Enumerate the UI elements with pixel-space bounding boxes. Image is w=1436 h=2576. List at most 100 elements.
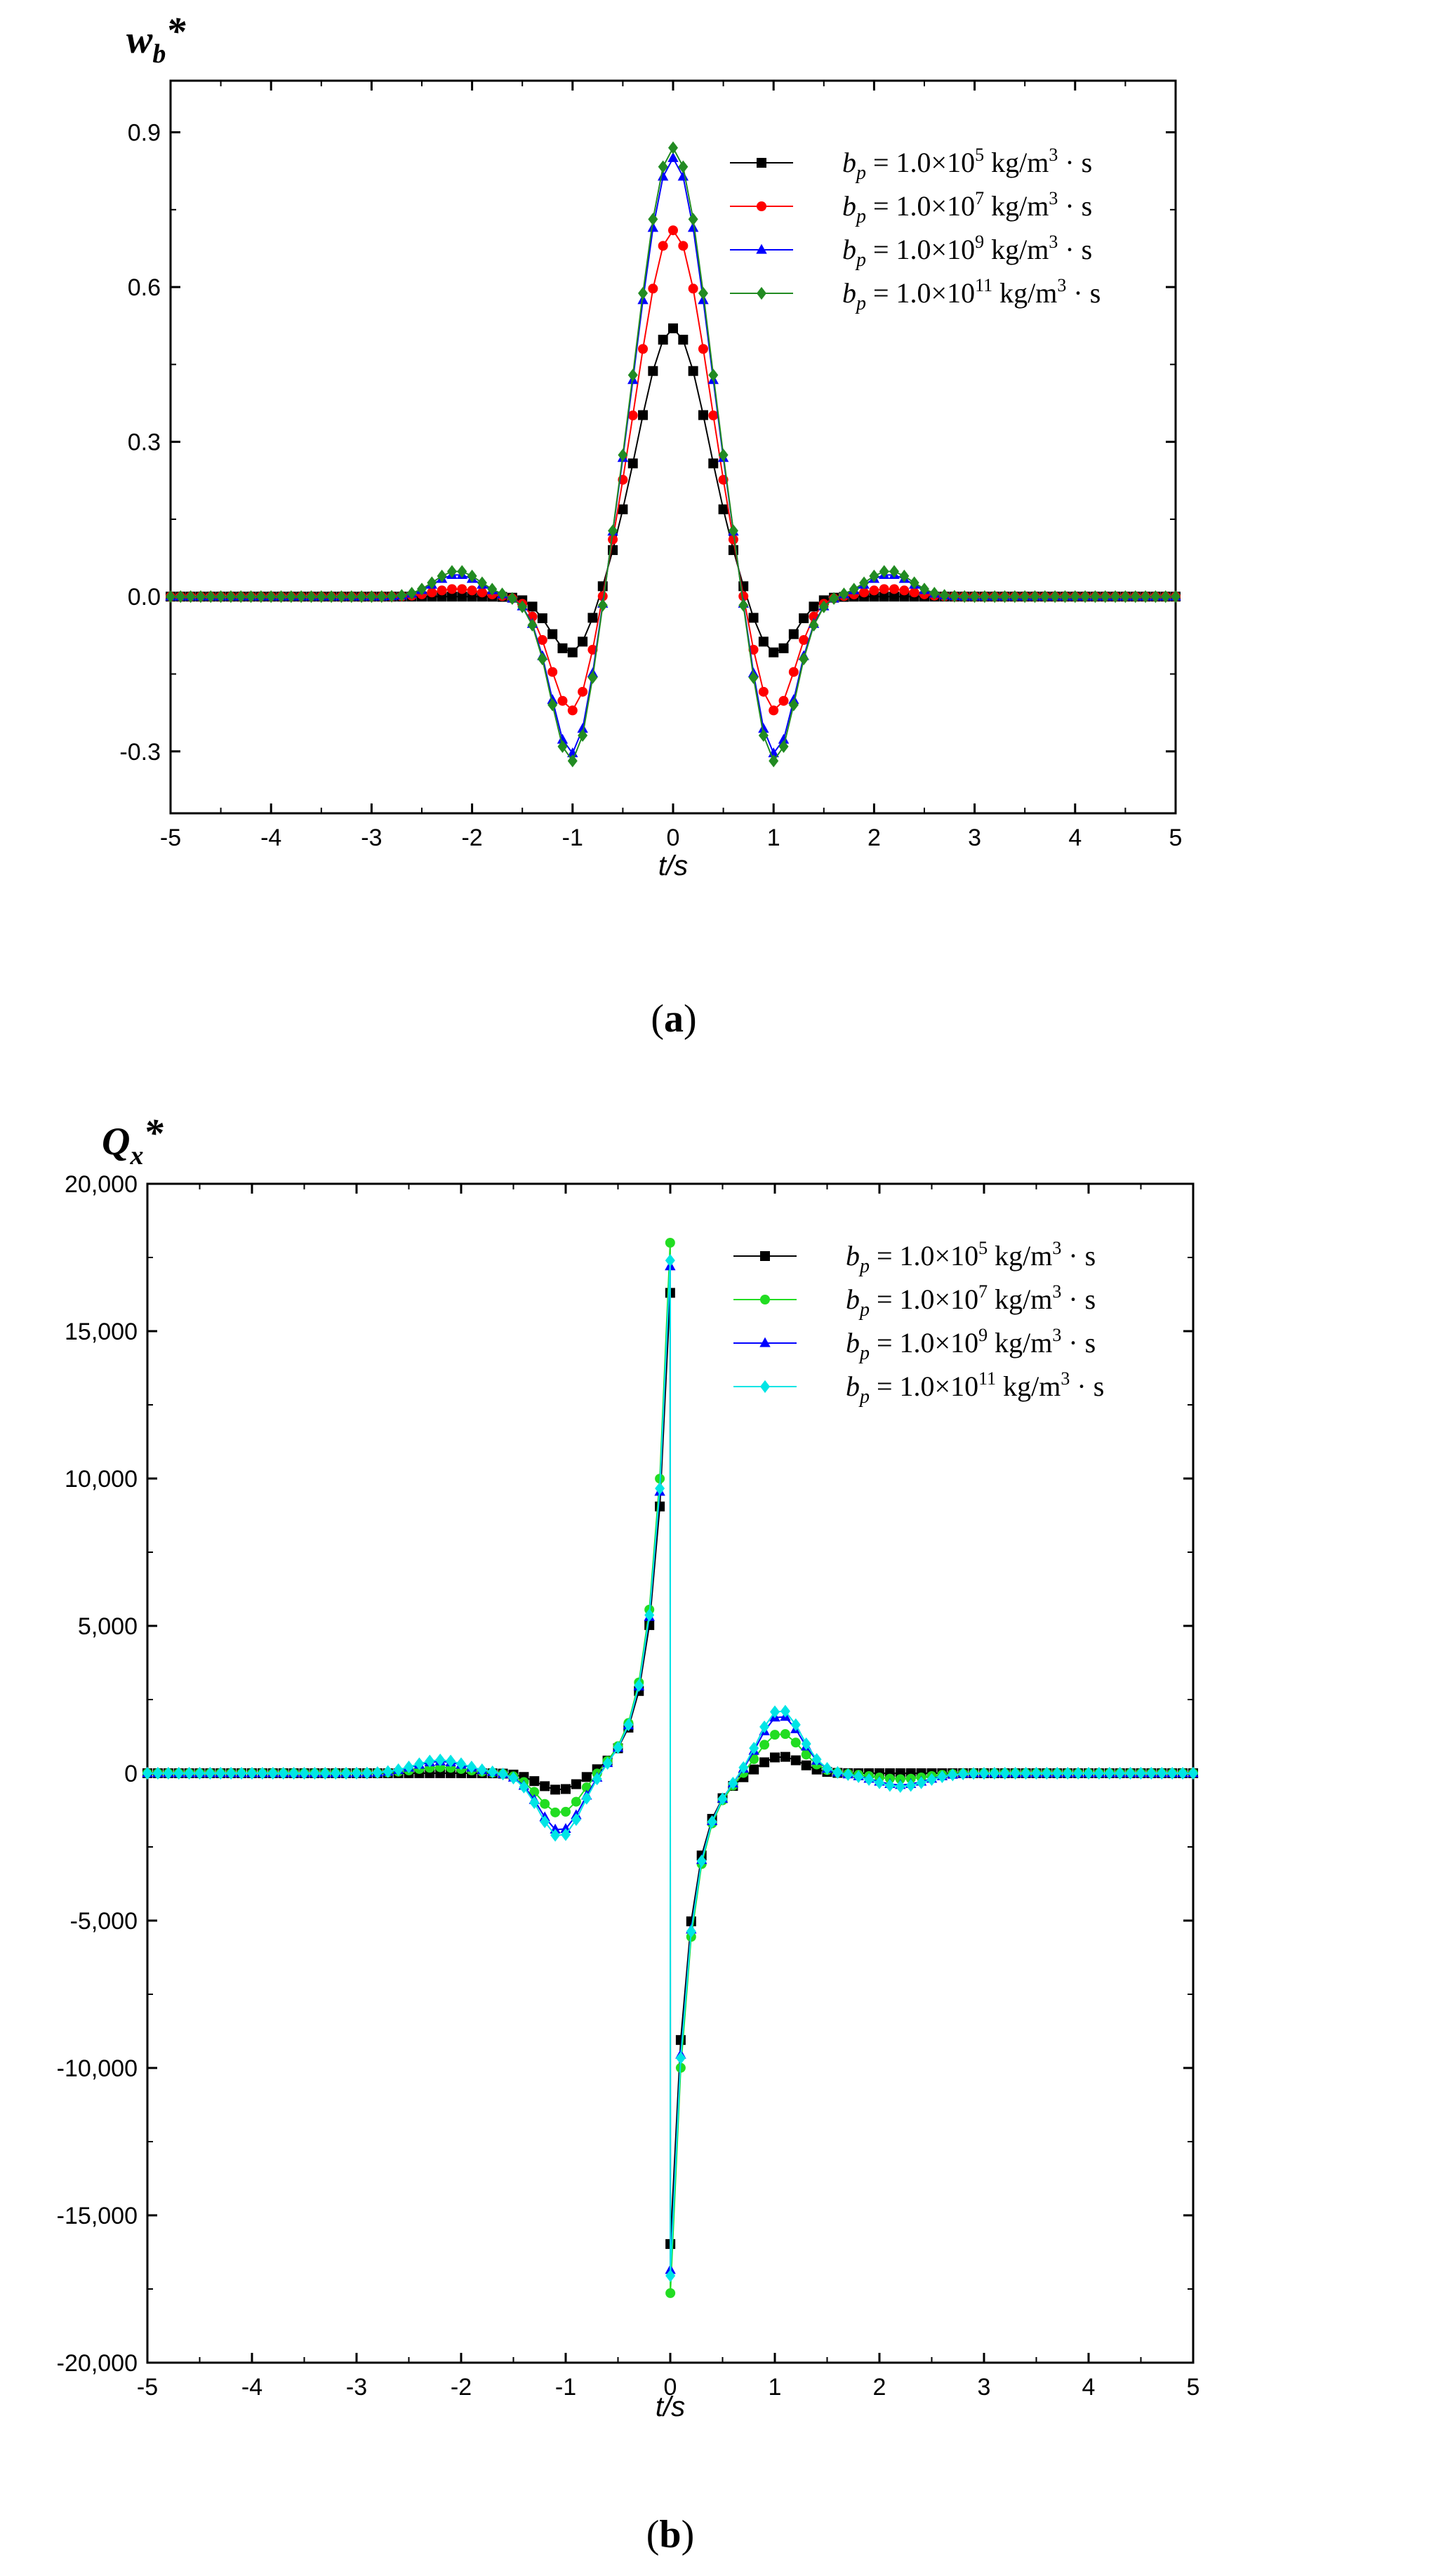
data-point xyxy=(909,587,919,598)
data-point xyxy=(529,1796,540,1810)
data-point xyxy=(1020,590,1030,603)
legend-entry-2: bp = 1.0×107 kg/m3 · s xyxy=(733,1281,1096,1321)
data-point xyxy=(247,1766,257,1780)
data-point xyxy=(435,1753,446,1767)
data-point xyxy=(529,1787,540,1797)
data-point xyxy=(457,565,467,578)
data-point xyxy=(336,590,347,603)
data-point xyxy=(698,286,708,300)
data-point xyxy=(728,524,738,538)
data-point xyxy=(899,585,910,596)
data-point xyxy=(758,728,769,742)
data-point xyxy=(809,601,819,612)
ticks-a: -5 -4 -3 -2 -1 0 1 2 3 4 5 -0.3 0.0 0.3 0.6 0.9 xyxy=(119,81,1182,851)
chart-panel-b: Qx* -5 -4 -3 -2 -1 0 1 2 3 4 5 -20,000 -15,000 -10,00… xyxy=(57,1112,1200,2556)
data-point xyxy=(780,1729,790,1740)
legend-entry-1: bp = 1.0×105 kg/m3 · s xyxy=(733,1238,1096,1277)
series-line xyxy=(171,327,1176,653)
data-point xyxy=(446,584,457,594)
data-point xyxy=(361,1766,372,1780)
data-point xyxy=(999,1766,1010,1780)
data-point xyxy=(152,1766,163,1780)
data-point xyxy=(790,1737,801,1748)
data-point xyxy=(790,1718,801,1731)
ylabel-a: wb* xyxy=(126,10,186,69)
data-point xyxy=(1073,1766,1084,1780)
data-point xyxy=(707,1815,717,1829)
data-point xyxy=(1063,1766,1073,1780)
data-point xyxy=(758,723,769,733)
data-point xyxy=(627,411,638,421)
data-point xyxy=(919,582,929,596)
panel-caption-b: (b) xyxy=(646,2513,694,2556)
data-point xyxy=(577,723,588,733)
data-point xyxy=(658,335,668,345)
data-point xyxy=(195,590,206,603)
x-tick-label: 2 xyxy=(867,825,881,851)
data-point xyxy=(937,1770,948,1784)
data-point xyxy=(519,1780,529,1794)
xlabel-a: t/s xyxy=(658,850,688,881)
data-point xyxy=(655,1482,665,1495)
data-point xyxy=(678,335,689,345)
data-point xyxy=(571,1796,581,1807)
data-point xyxy=(958,1767,969,1781)
data-point xyxy=(678,160,689,173)
data-point xyxy=(869,585,879,596)
data-point xyxy=(853,1770,864,1784)
y-tick-label: 10,000 xyxy=(65,1466,138,1493)
legend-b: bp = 1.0×105 kg/m3 · s bp = 1.0×107 kg/m3… xyxy=(733,1238,1104,1408)
data-point xyxy=(728,534,738,545)
data-point xyxy=(1100,590,1110,603)
data-point xyxy=(456,1757,466,1770)
series-1 xyxy=(166,323,1181,658)
legend-a: bp = 1.0×105 kg/m3 · s bp = 1.0×107 kg/m3… xyxy=(730,145,1101,314)
data-point xyxy=(226,1766,237,1780)
data-point xyxy=(799,613,809,624)
data-point xyxy=(225,590,236,603)
x-tick-label: -5 xyxy=(160,825,181,851)
data-point xyxy=(832,1766,843,1779)
data-point xyxy=(602,1756,613,1770)
legend-label: bp = 1.0×105 kg/m3 · s xyxy=(842,145,1092,184)
data-point xyxy=(949,589,959,603)
data-point xyxy=(686,1925,696,1938)
data-point xyxy=(477,1763,487,1777)
data-point xyxy=(749,1764,759,1775)
data-point xyxy=(1052,1766,1063,1780)
data-point xyxy=(687,222,699,232)
data-point xyxy=(759,1757,770,1768)
data-point xyxy=(255,590,266,603)
data-point xyxy=(655,1501,665,1511)
data-point xyxy=(618,448,628,462)
legend-entry-3: bp = 1.0×109 kg/m3 · s xyxy=(733,1325,1096,1364)
data-point xyxy=(326,590,337,603)
data-point xyxy=(770,1730,780,1740)
data-point xyxy=(948,1768,958,1782)
data-point xyxy=(990,590,1000,603)
data-point xyxy=(206,590,216,603)
data-point xyxy=(561,1806,571,1817)
data-point xyxy=(557,695,568,706)
data-point xyxy=(357,590,367,603)
data-point xyxy=(698,410,708,420)
data-point xyxy=(778,695,789,706)
data-point xyxy=(1188,1766,1198,1780)
legend-swatch-marker xyxy=(757,158,766,168)
data-point xyxy=(547,629,558,639)
data-point xyxy=(561,1828,571,1841)
data-point xyxy=(849,582,859,596)
y-tick-label: 20,000 xyxy=(65,1171,138,1198)
series-group-b xyxy=(142,1238,1199,2298)
panel-caption-a: (a) xyxy=(651,997,696,1041)
data-point xyxy=(366,590,377,603)
data-point xyxy=(818,600,829,613)
legend-entry-4: bp = 1.0×1011 kg/m3 · s xyxy=(733,1368,1104,1408)
data-point xyxy=(571,1779,581,1789)
x-tick-label: 3 xyxy=(978,2374,991,2401)
data-point xyxy=(999,590,1010,603)
data-point xyxy=(916,1776,926,1789)
data-point xyxy=(675,2035,686,2046)
xlabel-b: t/s xyxy=(656,2391,685,2422)
x-tick-label: 5 xyxy=(1169,825,1183,851)
